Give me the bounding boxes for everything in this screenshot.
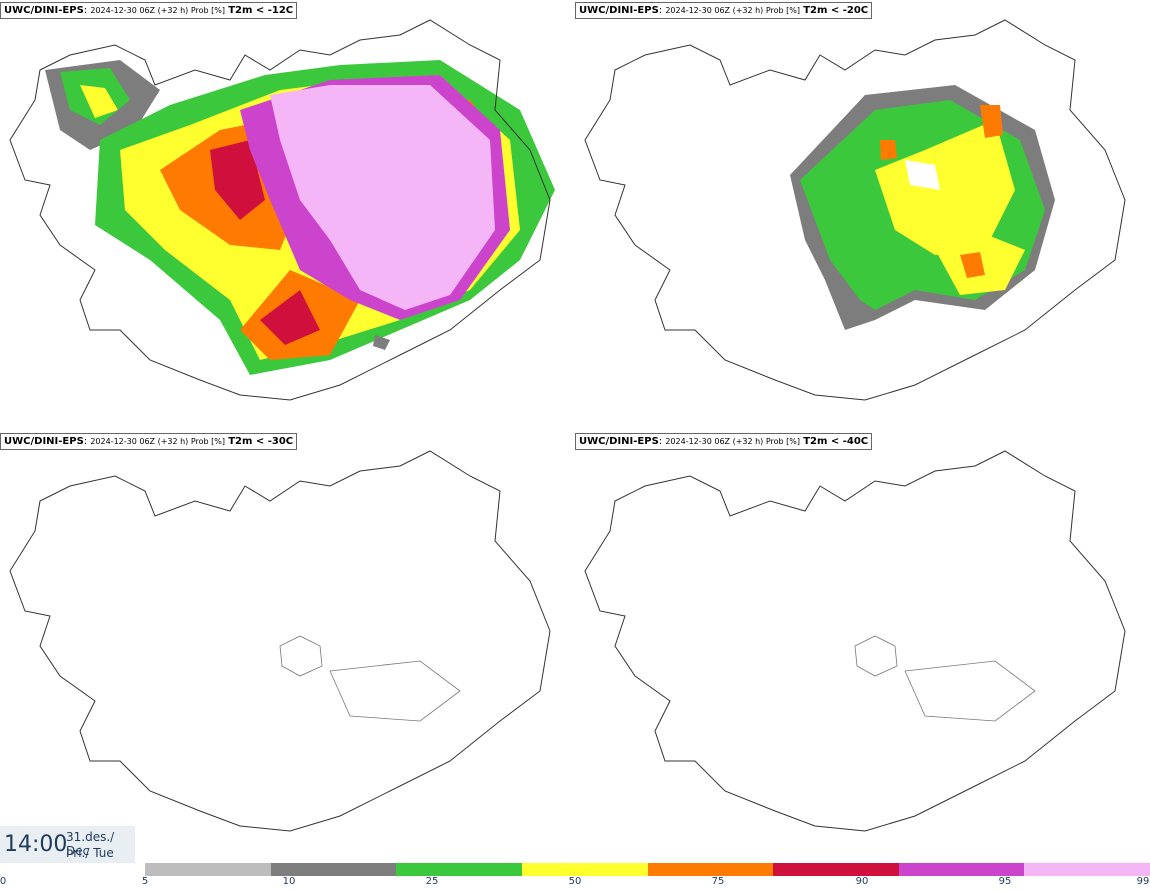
- legend-tick-label: 5: [141, 876, 149, 887]
- legend-swatch: [396, 863, 522, 876]
- panel-model-1: UWC/DINI-EPS: [4, 5, 84, 16]
- panel-run-3: 2024-12-30 06Z (+32 h) Prob [%]: [90, 437, 226, 446]
- map-panel-1: UWC/DINI-EPS: 2024-12-30 06Z (+32 h) Pro…: [0, 0, 575, 430]
- legend-tick-label: 75: [711, 876, 725, 887]
- valid-time-day: Þri./ Tue: [66, 846, 114, 860]
- coastline-3: [9, 450, 551, 832]
- valid-time-date: 31.des./ Dec: [66, 830, 115, 858]
- panel-run-4: 2024-12-30 06Z (+32 h) Prob [%]: [665, 437, 801, 446]
- panel-threshold-1: T2m < -12C: [228, 5, 294, 16]
- probability-legend: [145, 863, 1150, 876]
- legend-tick-label: 90: [855, 876, 869, 887]
- legend-swatch: [270, 863, 397, 876]
- panel-threshold-2: T2m < -20C: [803, 5, 869, 16]
- valid-time-box: 14:00 31.des./ Dec Þri./ Tue: [0, 826, 135, 863]
- legend-swatch: [145, 863, 271, 876]
- panel-model-4: UWC/DINI-EPS: [579, 436, 659, 447]
- legend-tick-label: 99: [1136, 876, 1150, 887]
- probability-field-2: [790, 85, 1055, 330]
- panel-run-2: 2024-12-30 06Z (+32 h) Prob [%]: [665, 6, 801, 15]
- panel-run-1: 2024-12-30 06Z (+32 h) Prob [%]: [90, 6, 226, 15]
- legend-swatch: [647, 863, 774, 876]
- map-panel-2: UWC/DINI-EPS: 2024-12-30 06Z (+32 h) Pro…: [575, 0, 1150, 430]
- panel-title-2: UWC/DINI-EPS: 2024-12-30 06Z (+32 h) Pro…: [575, 2, 873, 19]
- panel-model-3: UWC/DINI-EPS: [4, 436, 84, 447]
- valid-time-clock: 14:00: [4, 832, 68, 857]
- map-panel-4: UWC/DINI-EPS: 2024-12-30 06Z (+32 h) Pro…: [575, 431, 1150, 861]
- glacier-outline-3: [279, 635, 461, 722]
- iceland-map-2: [584, 19, 1126, 401]
- iceland-map-4: [584, 450, 1126, 832]
- probability-field-1: [45, 60, 555, 375]
- panel-threshold-3: T2m < -30C: [228, 436, 294, 447]
- panel-model-2: UWC/DINI-EPS: [579, 5, 659, 16]
- legend-ticks: 0 5 10 25 50 75 90 95 99: [0, 876, 1150, 890]
- legend-tick-label: 50: [568, 876, 582, 887]
- legend-swatch: [521, 863, 648, 876]
- iceland-map-1: [9, 19, 555, 401]
- legend-tick-label: 95: [998, 876, 1012, 887]
- coastline-1: [9, 19, 551, 401]
- iceland-map-3: [9, 450, 551, 832]
- legend-swatch: [898, 863, 1025, 876]
- legend-tick-label: 0: [0, 876, 7, 887]
- coastline-2: [584, 19, 1126, 401]
- legend-tick-label: 10: [282, 876, 296, 887]
- panel-threshold-4: T2m < -40C: [803, 436, 869, 447]
- map-panel-3: UWC/DINI-EPS: 2024-12-30 06Z (+32 h) Pro…: [0, 431, 575, 861]
- glacier-outline-4: [854, 635, 1036, 722]
- panel-title-4: UWC/DINI-EPS: 2024-12-30 06Z (+32 h) Pro…: [575, 433, 873, 450]
- panel-title-1: UWC/DINI-EPS: 2024-12-30 06Z (+32 h) Pro…: [0, 2, 298, 19]
- legend-tick-label: 25: [425, 876, 439, 887]
- legend-swatch: [773, 863, 899, 876]
- panel-title-3: UWC/DINI-EPS: 2024-12-30 06Z (+32 h) Pro…: [0, 433, 298, 450]
- coastline-4: [584, 450, 1126, 832]
- legend-swatch: [1024, 863, 1150, 876]
